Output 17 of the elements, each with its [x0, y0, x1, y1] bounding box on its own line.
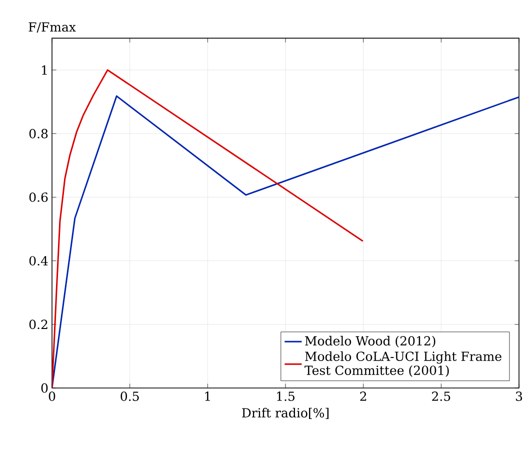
y-tick-label: 0.2 — [29, 320, 48, 330]
y-axis-title: F/Fmax — [28, 22, 76, 33]
x-axis-title: Drift radio[%] — [242, 408, 329, 419]
x-tick-label: 0 — [48, 392, 56, 401]
y-tick-label: 0.8 — [29, 128, 48, 138]
x-tick-label: 0.5 — [120, 392, 139, 401]
x-tick-label: 1.5 — [277, 392, 294, 401]
y-tick-label: 1 — [42, 65, 47, 75]
y-tick-label: 0 — [41, 383, 48, 393]
legend-label: Modelo CoLA-UCI Light Frame Test Committee (2001) — [304, 351, 502, 377]
legend-label: Modelo Wood (2012) — [305, 336, 436, 348]
x-tick-label: 3 — [516, 392, 522, 401]
y-tick-label: 0.4 — [29, 256, 48, 266]
x-tick-label: 1 — [205, 392, 210, 401]
x-tick-label: 2 — [360, 392, 366, 401]
y-tick-label: 0.6 — [29, 192, 48, 202]
x-tick-label: 2.5 — [432, 392, 450, 401]
